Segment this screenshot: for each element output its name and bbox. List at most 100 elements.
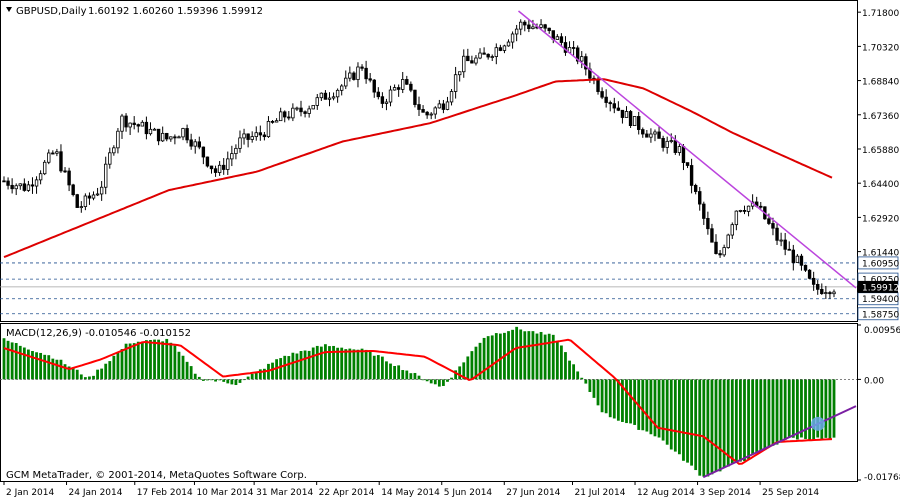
macd-bar — [67, 366, 71, 380]
candle — [726, 233, 730, 249]
candle-body — [34, 179, 39, 187]
macd-bar — [739, 379, 742, 462]
candle — [258, 125, 263, 141]
macd-bar — [393, 365, 396, 380]
candle — [234, 144, 238, 160]
candle-body — [413, 89, 417, 105]
candle — [132, 116, 136, 130]
candle — [348, 66, 352, 82]
candle-body — [14, 185, 18, 190]
candle — [453, 66, 458, 99]
date-tick-label: 3 Sep 2014 — [700, 488, 752, 498]
macd-bar — [291, 352, 295, 380]
candle — [795, 254, 800, 264]
candle-body — [445, 101, 450, 110]
candle — [466, 48, 470, 62]
candle — [274, 118, 279, 123]
candle-body — [189, 139, 193, 147]
candle-body — [673, 140, 678, 153]
candle-body — [584, 56, 588, 70]
macd-bar — [96, 369, 99, 380]
macd-bar — [677, 379, 681, 455]
candle — [669, 133, 673, 144]
candle-body — [555, 36, 560, 40]
candle-body — [246, 133, 250, 140]
macd-trendline-line[interactable] — [702, 405, 857, 479]
candle-body — [152, 128, 157, 131]
macd-bar — [88, 376, 91, 380]
candle-body — [335, 89, 340, 98]
candle — [112, 145, 116, 156]
candle — [124, 113, 128, 132]
macd-bar — [71, 368, 75, 380]
candle — [653, 129, 657, 142]
candle-body — [681, 146, 686, 163]
candle-body — [291, 107, 295, 119]
candle-body — [148, 128, 153, 135]
macd-bar — [181, 355, 185, 380]
macd-bar — [767, 379, 771, 447]
date-tick-label: 5 Jun 2014 — [444, 488, 493, 498]
candle — [409, 81, 413, 93]
macd-bar — [271, 362, 274, 380]
macd-bar — [535, 333, 539, 380]
macd-bar — [580, 377, 584, 380]
candle-body — [339, 85, 344, 91]
candle-body — [787, 248, 791, 251]
candle-body — [144, 121, 149, 135]
candle — [698, 187, 702, 211]
candle — [519, 19, 523, 36]
candle — [360, 64, 364, 71]
price-trendline[interactable] — [518, 10, 857, 289]
macd-bar — [421, 379, 425, 381]
macd-bar — [315, 345, 319, 380]
candle-body — [303, 111, 307, 114]
candle — [299, 100, 303, 117]
macd-bar — [128, 343, 132, 380]
candle — [775, 222, 779, 245]
macd-bar — [319, 346, 323, 380]
macd-bar — [149, 339, 152, 380]
candle-body — [140, 121, 145, 127]
candle — [787, 241, 791, 251]
level-label: 1.60950 — [862, 259, 899, 269]
candle-body — [523, 21, 527, 26]
candle — [417, 96, 421, 117]
candle — [514, 24, 519, 42]
macd-bar — [324, 344, 327, 380]
candle-body — [608, 102, 612, 105]
candle — [307, 105, 311, 118]
macd-bar — [165, 338, 169, 380]
candle — [246, 133, 250, 148]
macd-bar — [425, 379, 429, 382]
candle — [372, 79, 376, 98]
symbol-dropdown-icon[interactable] — [6, 7, 12, 12]
candle — [339, 84, 344, 96]
candle-body — [494, 47, 499, 57]
candle-body — [677, 146, 682, 153]
date-tick-label: 22 Apr 2014 — [319, 488, 375, 498]
macd-bar — [279, 358, 283, 380]
candle-body — [209, 165, 214, 170]
date-tick-label: 2 Jan 2014 — [6, 488, 54, 498]
candle — [213, 165, 218, 177]
candle — [832, 289, 836, 298]
candle — [128, 122, 132, 135]
macd-bar — [185, 361, 189, 380]
macd-bar — [380, 356, 384, 380]
candle — [250, 131, 254, 143]
candle-body — [510, 33, 515, 43]
macd-trendline[interactable] — [702, 405, 857, 479]
candle-body — [816, 283, 820, 290]
macd-bar — [710, 379, 714, 475]
candle — [193, 139, 197, 154]
macd-bar — [722, 379, 726, 468]
candle — [291, 103, 295, 122]
price-trendline-line[interactable] — [518, 10, 857, 289]
macd-bar — [702, 379, 706, 477]
macd-bar — [470, 351, 474, 380]
macd-bar — [348, 348, 352, 380]
candle — [482, 47, 486, 55]
candle-body — [99, 186, 104, 195]
level-label-box — [857, 307, 899, 321]
